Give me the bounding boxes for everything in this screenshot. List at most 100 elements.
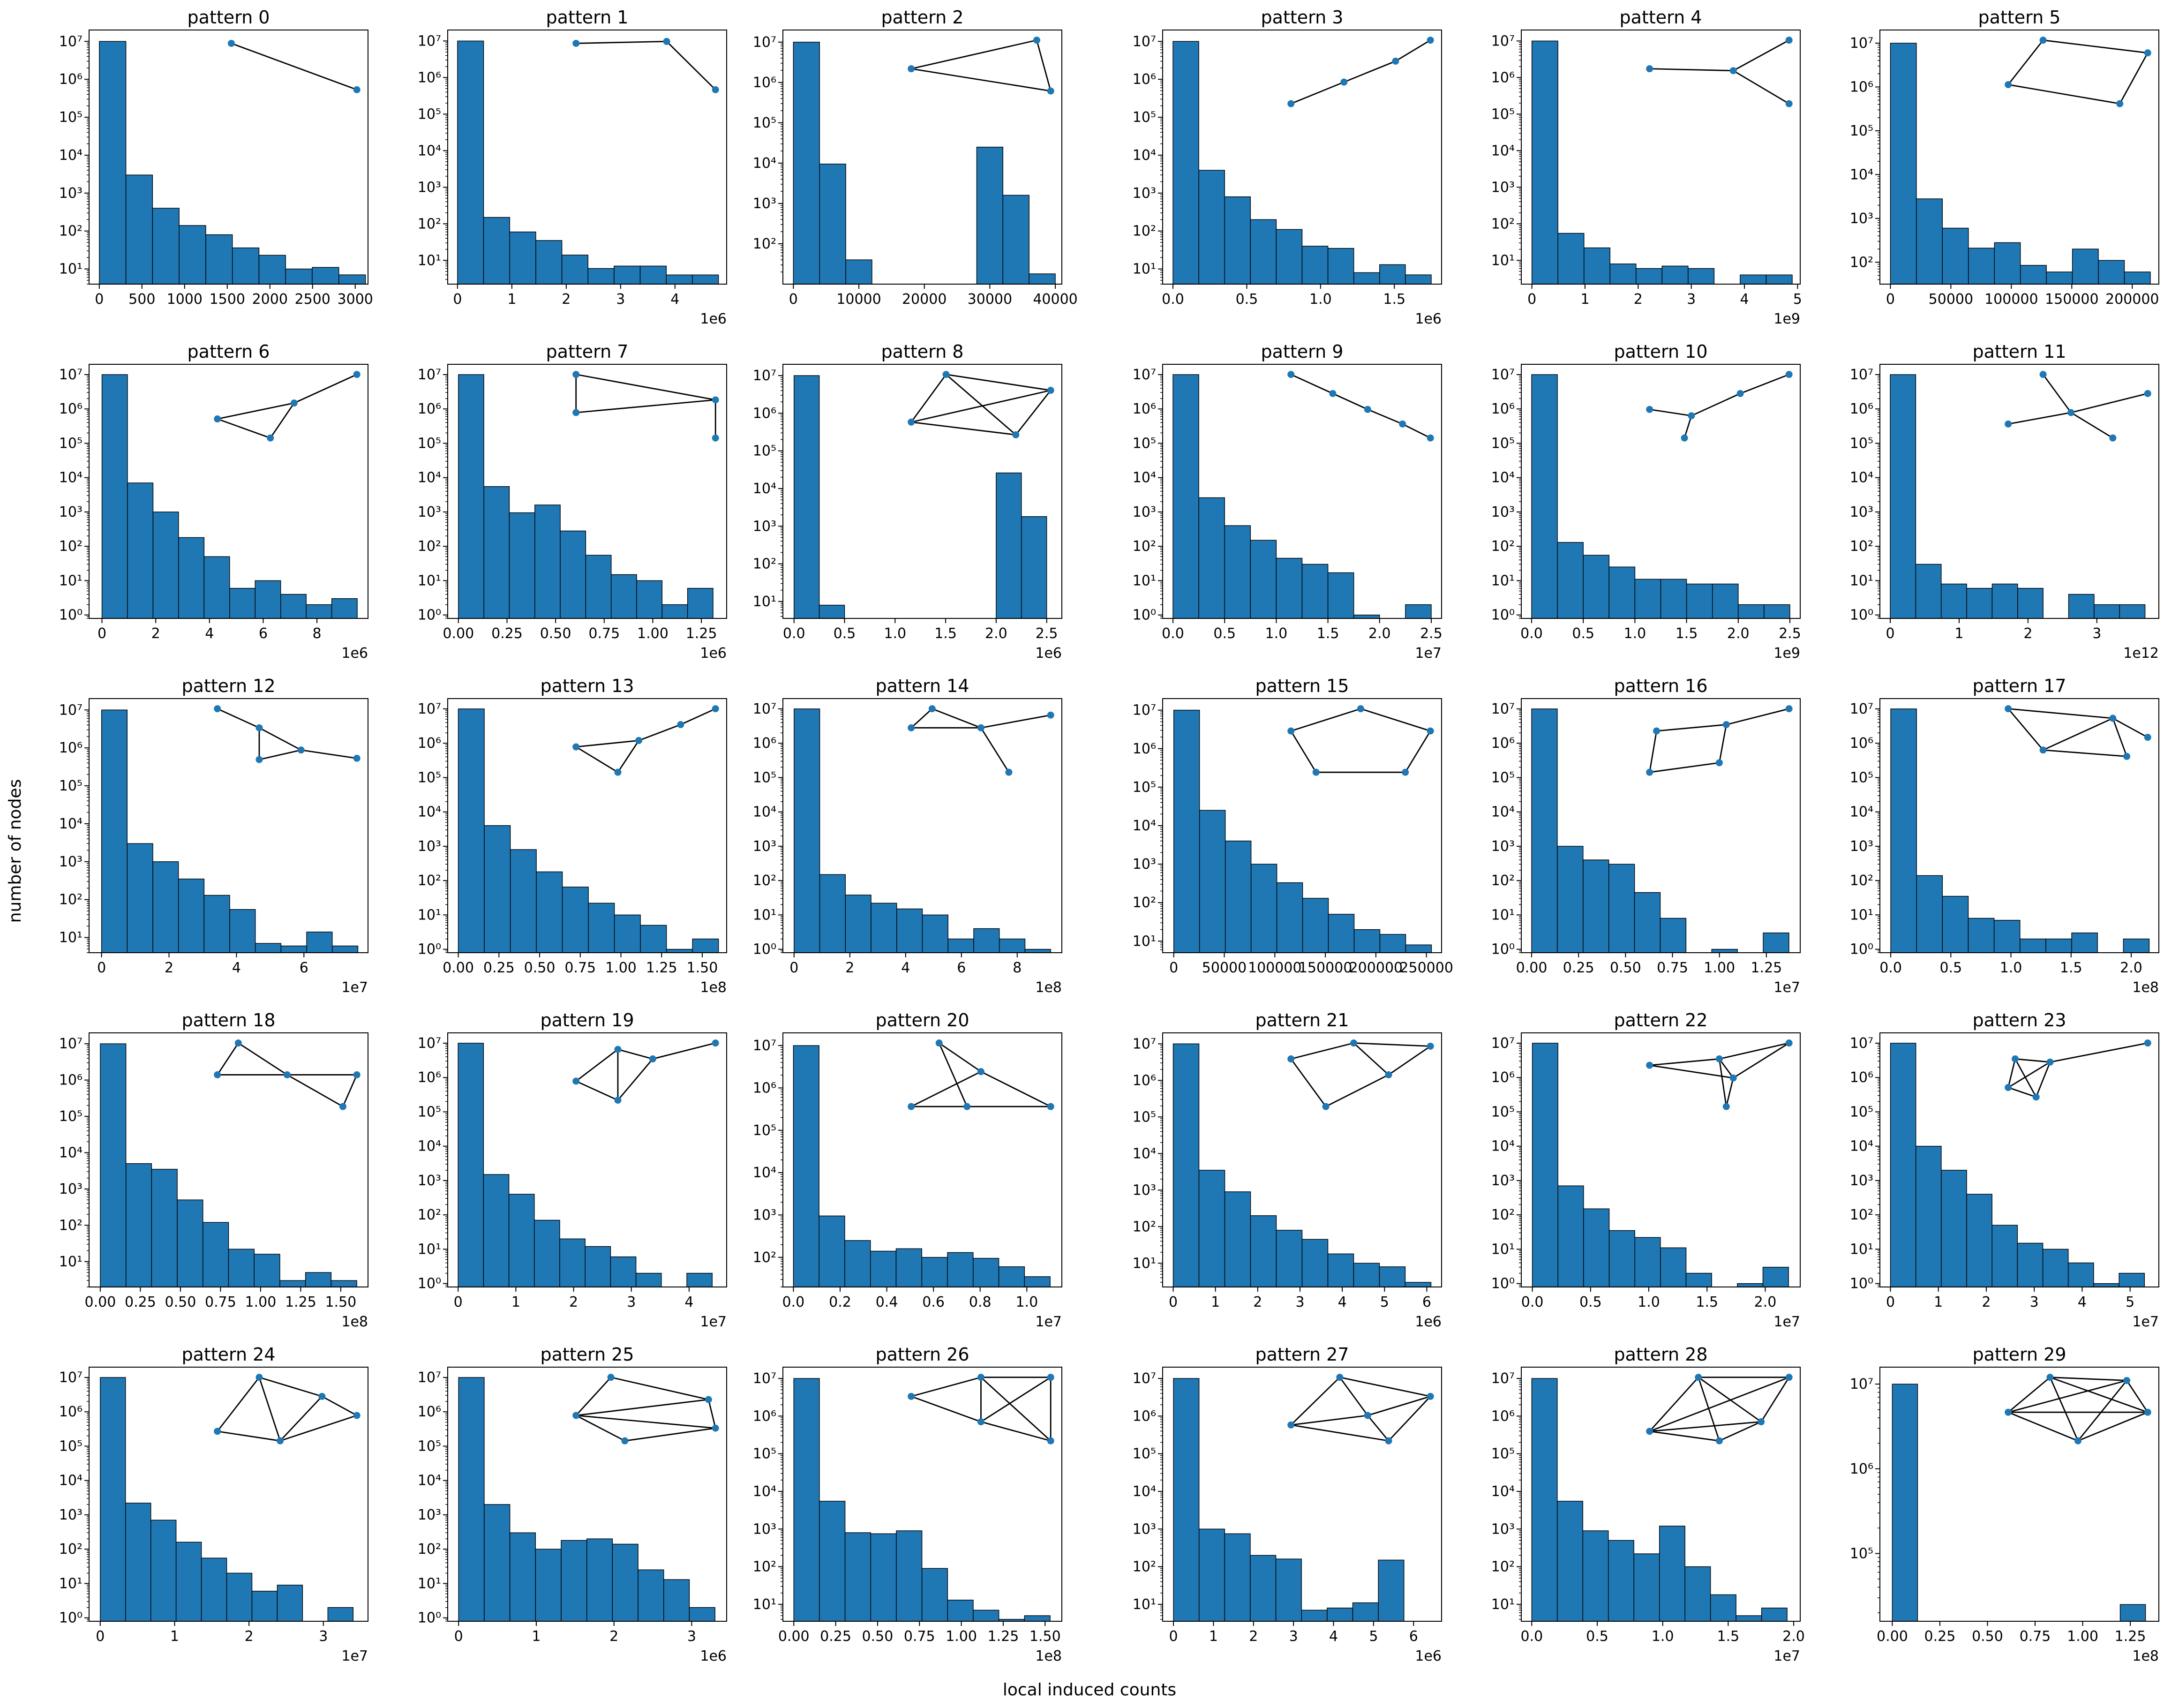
motif-edge <box>2015 1058 2051 1063</box>
x-tick-label: 1.00 <box>245 1294 276 1310</box>
motif-node <box>267 434 274 442</box>
chart-panel-22: pattern 22 0.0 0.5 1.0 1.5 2.0 1e7 10⁰ 10¹ 10² 10³… <box>1491 1010 1801 1330</box>
motif-node <box>2109 434 2117 442</box>
motif-node <box>2144 49 2151 57</box>
histogram-bar <box>2020 265 2047 285</box>
y-tick-label: 10¹ <box>418 252 441 269</box>
histogram-bar <box>203 556 230 619</box>
x-offset-label: 1e6 <box>700 1648 727 1664</box>
y-tick-label: 10⁷ <box>753 701 776 717</box>
x-tick-label: 8 <box>313 625 322 642</box>
y-tick-label: 10³ <box>753 1521 776 1537</box>
histogram-bar <box>1199 810 1226 953</box>
histogram-bar <box>510 849 537 953</box>
y-tick-label: 10⁷ <box>1850 701 1873 717</box>
motif-node <box>2123 752 2131 760</box>
histogram-bar <box>178 879 205 953</box>
chart-panel-5: pattern 5 0 50000 100000 150000 200000 10² 10³ 1… <box>1850 7 2159 308</box>
histogram-bar <box>687 587 714 619</box>
histogram-bar <box>1172 41 1199 285</box>
y-tick-label: 10³ <box>59 504 83 520</box>
histogram-bar <box>228 1249 255 1287</box>
x-tick-label: 1.50 <box>325 1294 356 1310</box>
motif-edge <box>980 727 1010 773</box>
y-tick-label: 10⁵ <box>1491 435 1515 451</box>
x-tick-label: 1500 <box>210 291 245 308</box>
y-tick-label: 10⁶ <box>1491 735 1515 752</box>
motif-edge <box>2119 53 2149 104</box>
motif-edge <box>217 418 271 439</box>
histogram-bar <box>1225 840 1252 953</box>
chart-panel-24: pattern 24 0 1 2 3 1e7 10⁰ 10¹ 10² 10³ 10⁴ 10⁵ 10⁶ 10… <box>59 1344 368 1664</box>
x-tick-label: 8 <box>1013 960 1022 976</box>
y-tick-label: 10¹ <box>753 594 776 610</box>
x-offset-label: 1e6 <box>1415 311 1442 327</box>
x-tick-label: 2000 <box>252 291 288 308</box>
motif-edge <box>1656 724 1727 732</box>
chart-title: pattern 10 <box>1614 341 1707 362</box>
y-tick-label: 10⁰ <box>1850 941 1873 958</box>
histogram-bar <box>1276 882 1303 953</box>
chart-title: pattern 16 <box>1614 676 1707 696</box>
y-tick-label: 10⁶ <box>1133 1408 1156 1424</box>
y-tick-label: 10⁴ <box>418 470 441 486</box>
y-tick-label: 10⁶ <box>1491 401 1515 417</box>
y-tick-label: 10² <box>1491 1207 1515 1223</box>
x-tick-label: 3 <box>687 1628 696 1645</box>
motif-edge <box>576 1399 709 1416</box>
x-tick-label: 0.25 <box>125 1294 156 1310</box>
y-tick-label: 10⁶ <box>1491 1069 1515 1086</box>
chart-panel-2: pattern 2 0 10000 20000 30000 40000 10² 10³ 10⁴ 1… <box>753 7 1078 308</box>
histogram-bar <box>562 887 589 953</box>
chart-panel-13: pattern 13 0.00 0.25 0.50 0.75 1.00 1.25 1.50 1e… <box>418 676 727 996</box>
y-tick-label: 10¹ <box>753 907 776 923</box>
x-tick-label: 5 <box>1793 291 1802 308</box>
histogram-bar <box>1968 918 1995 953</box>
histogram-bar <box>279 1280 306 1287</box>
y-tick-label: 10¹ <box>418 1241 441 1257</box>
x-tick-label: 4 <box>1338 1294 1347 1310</box>
histogram-bar <box>666 274 693 285</box>
histogram-bar <box>1582 1530 1609 1622</box>
y-tick-label: 10⁵ <box>1133 435 1156 451</box>
motif-node <box>712 1039 719 1047</box>
histogram-bar <box>1710 1594 1736 1622</box>
motif-edge <box>980 1377 1051 1422</box>
y-tick-label: 10¹ <box>1850 907 1873 923</box>
histogram-bar <box>1661 265 1689 285</box>
chart-panel-23: pattern 23 0 1 2 3 4 5 1e7 10⁰ 10¹ 10² 10³ 10⁴ 10⁵ 10⁶… <box>1850 1010 2159 1330</box>
x-offset-label: 1e6 <box>700 645 727 662</box>
motif-node <box>1722 1103 1730 1110</box>
x-tick-label: 2.0 <box>1754 1294 1777 1310</box>
x-tick-label: 1.25 <box>1751 960 1782 976</box>
motif-edge <box>2008 1411 2078 1442</box>
motif-edge <box>2112 718 2127 757</box>
motif-edge <box>707 1399 716 1429</box>
motif-edge <box>1015 390 1052 436</box>
chart-panel-9: pattern 9 0.0 0.5 1.0 1.5 2.0 2.5 1e7 10⁰ 10¹ 10² 1… <box>1133 341 1443 662</box>
x-tick-label: 0 <box>1169 1628 1178 1645</box>
motif-node <box>1688 412 1695 420</box>
x-offset-label: 1e7 <box>1415 645 1442 662</box>
histogram-bar <box>1991 583 2018 619</box>
histogram-bar <box>922 914 948 953</box>
y-tick-label: 10² <box>59 892 83 908</box>
x-tick-label: 1.50 <box>687 960 718 976</box>
y-tick-label: 10³ <box>1133 1521 1156 1537</box>
motif-node <box>1646 406 1653 413</box>
motif-edge <box>617 1048 653 1060</box>
histogram-bar <box>998 1266 1025 1287</box>
y-tick-label: 10² <box>59 1541 83 1558</box>
histogram-bar <box>101 374 128 619</box>
y-tick-label: 10⁵ <box>1133 1446 1156 1462</box>
histogram-bar <box>1024 1276 1051 1287</box>
motif-edge <box>576 1415 625 1442</box>
y-tick-label: 10² <box>753 873 776 889</box>
motif-node <box>1287 371 1295 378</box>
motif-node <box>705 1396 712 1403</box>
chart-title: pattern 3 <box>1261 7 1344 28</box>
histogram-bar <box>2098 260 2125 285</box>
motif-edge <box>1719 1042 1789 1060</box>
y-tick-label: 10² <box>1491 873 1515 889</box>
